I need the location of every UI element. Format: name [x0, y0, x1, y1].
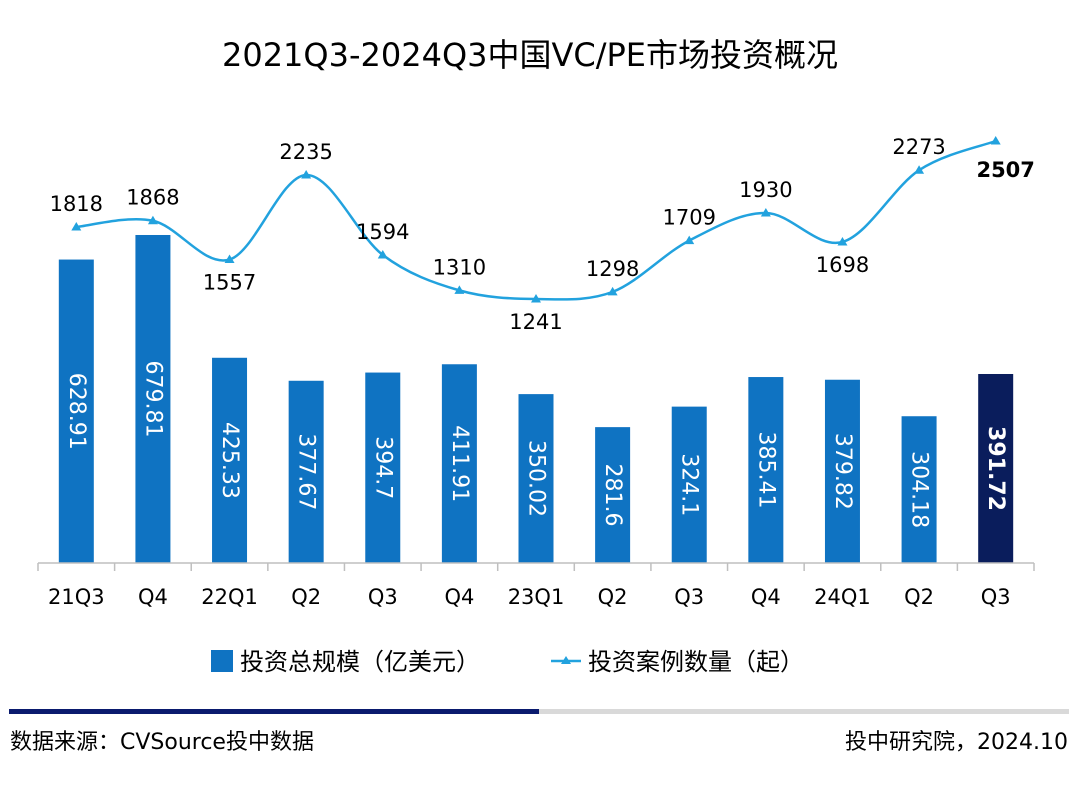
bar-data-label: 304.18 — [907, 451, 932, 528]
line-data-label: 1557 — [203, 271, 256, 295]
x-tick-label: Q2 — [291, 585, 321, 609]
source-note: 数据来源：CVSource投中数据 — [10, 730, 314, 755]
x-tick-label: Q4 — [444, 585, 474, 609]
line-data-label: 1698 — [816, 253, 869, 277]
line-point — [301, 169, 312, 179]
line-point — [760, 208, 771, 217]
bar — [288, 380, 324, 563]
line-point — [607, 286, 618, 296]
x-tick-label: 22Q1 — [201, 585, 258, 609]
x-tick-label: Q3 — [674, 585, 704, 609]
bar — [212, 357, 248, 563]
bar — [748, 377, 784, 563]
bar-data-label: 679.81 — [140, 361, 165, 438]
line-data-label: 1594 — [356, 220, 409, 244]
bar — [824, 379, 860, 563]
line-point — [990, 136, 1001, 145]
line-data-label: 1709 — [663, 206, 716, 230]
legend-line-label: 投资案例数量（起） — [588, 648, 804, 676]
chart-title: 2021Q3-2024Q3中国VC/PE市场投资概况 — [222, 36, 838, 74]
line-data-label: 2273 — [892, 135, 945, 159]
line-data-label: 1868 — [126, 186, 179, 210]
bar-data-label: 281.6 — [600, 464, 625, 527]
line-point — [454, 285, 465, 294]
bar — [365, 372, 401, 563]
publisher-note: 投中研究院，2024.10 — [845, 730, 1068, 755]
bar-data-label: 391.72 — [983, 426, 1008, 511]
line-point — [531, 294, 541, 303]
line-data-label: 2235 — [279, 140, 332, 164]
x-tick-label: Q3 — [981, 585, 1011, 609]
bar-data-label: 425.33 — [217, 422, 242, 499]
line-point — [224, 254, 235, 264]
line-point — [684, 235, 695, 245]
bar — [901, 416, 937, 563]
bar — [671, 406, 707, 563]
legend: 投资总规模（亿美元） 投资案例数量（起） — [211, 648, 804, 676]
x-tick-label: Q4 — [751, 585, 781, 609]
x-tick-label: 24Q1 — [814, 585, 871, 609]
line-point — [914, 165, 925, 174]
bar-data-label: 411.91 — [447, 425, 472, 502]
line-data-label: 1310 — [433, 255, 486, 279]
footer-rule-dark — [9, 709, 539, 714]
line-point — [377, 249, 388, 259]
x-tick-label: Q4 — [138, 585, 168, 609]
line-point — [147, 215, 158, 225]
x-tick-label: Q3 — [368, 585, 398, 609]
bar — [978, 373, 1014, 563]
line-point — [837, 236, 848, 246]
line-series: 1818 1868 1557 2235 1594 1310 1241 1298 1709 1930… — [50, 135, 1035, 334]
footer-rule-light — [539, 709, 1069, 714]
bar-data-label: 628.91 — [64, 373, 89, 450]
legend-line-marker — [561, 656, 571, 664]
bar — [595, 427, 631, 563]
line-data-label: 1818 — [50, 192, 103, 216]
bar-data-label: 394.7 — [370, 436, 395, 499]
bar — [518, 394, 554, 563]
x-axis: 21Q3 Q4 22Q1 Q2 Q3 Q4 23Q1 Q2 Q3 Q4 24Q1 Q2 Q3 — [37, 562, 1035, 609]
bar — [58, 259, 94, 563]
line-data-label: 2507 — [976, 158, 1034, 182]
bar — [135, 234, 171, 563]
bar-data-label: 377.67 — [294, 433, 319, 510]
x-tick-label: Q2 — [904, 585, 934, 609]
bar-data-label: 350.02 — [524, 440, 549, 517]
legend-bar-label: 投资总规模（亿美元） — [240, 648, 480, 676]
bar — [441, 364, 477, 563]
x-tick-label: 23Q1 — [508, 585, 565, 609]
bars-series: 628.91 679.81 425.33 377.67 394.7 411.91 350.0… — [58, 234, 1014, 563]
bar-data-label: 324.1 — [677, 453, 702, 516]
bar-data-label: 379.82 — [830, 433, 855, 510]
bar-data-label: 385.41 — [753, 432, 778, 509]
line-data-label: 1241 — [509, 310, 562, 334]
line-data-label: 1298 — [586, 257, 639, 281]
legend-bar-swatch — [211, 650, 233, 672]
x-tick-label: Q2 — [598, 585, 628, 609]
line-point — [71, 221, 82, 231]
line-data-label: 1930 — [739, 178, 792, 202]
x-tick-label: 21Q3 — [48, 585, 105, 609]
